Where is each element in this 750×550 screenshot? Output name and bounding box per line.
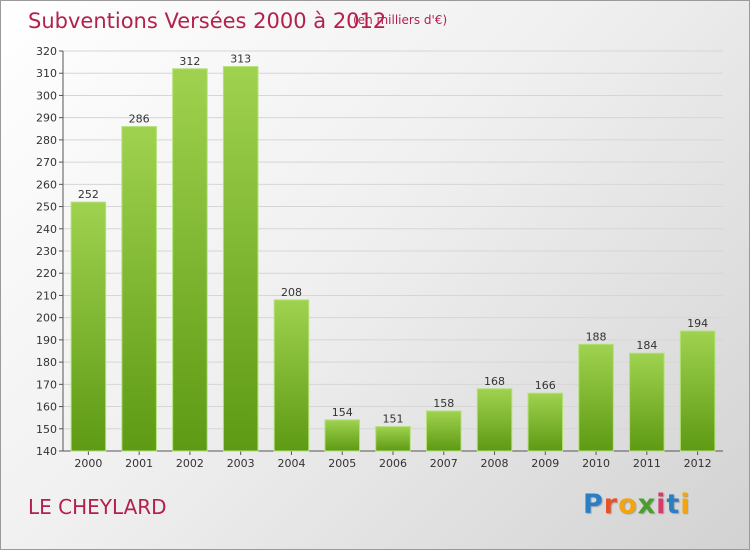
logo-letter: x xyxy=(637,489,657,520)
y-tick-label: 230 xyxy=(36,245,57,258)
x-tick-label: 2008 xyxy=(481,457,509,470)
bar xyxy=(476,388,513,452)
bar xyxy=(629,352,665,452)
y-tick-label: 240 xyxy=(36,223,57,236)
y-tick-label: 260 xyxy=(36,178,57,191)
chart-title: Subventions Versées 2000 à 2012 xyxy=(28,9,387,33)
y-tick-label: 170 xyxy=(36,378,57,391)
bar xyxy=(679,330,716,452)
logo-letter: P xyxy=(583,489,604,520)
y-tick-labels: 140 150 160 170 180 190 200 210 220 230 240 250 260 2… xyxy=(36,45,57,458)
bar-value-label: 184 xyxy=(636,339,657,352)
bar-value-label: 168 xyxy=(484,375,505,388)
x-tick-label: 2011 xyxy=(633,457,661,470)
proxiti-logo: Proxiti xyxy=(583,489,691,520)
bar-value-label: 158 xyxy=(433,397,454,410)
y-tick-label: 220 xyxy=(36,267,57,280)
axes xyxy=(59,50,723,455)
chart-subtitle: (en milliers d'€) xyxy=(353,13,448,27)
y-tick-label: 320 xyxy=(36,45,57,58)
x-tick-label: 2007 xyxy=(430,457,458,470)
logo-letter: o xyxy=(618,489,638,520)
bar xyxy=(273,299,310,452)
x-tick-labels: 2000 2001 2002 2003 2004 2005 2006 2007 2008 2009… xyxy=(74,457,711,470)
x-tick-label: 2003 xyxy=(227,457,255,470)
x-tick-label: 2010 xyxy=(582,457,610,470)
y-tick-label: 300 xyxy=(36,89,57,102)
y-tick-label: 280 xyxy=(36,134,57,147)
y-tick-label: 270 xyxy=(36,156,57,169)
bar xyxy=(426,410,462,452)
x-tick-label: 2002 xyxy=(176,457,204,470)
y-tick-label: 180 xyxy=(36,356,57,369)
bars xyxy=(70,66,716,452)
x-tick-label: 2005 xyxy=(328,457,356,470)
y-tick-label: 210 xyxy=(36,289,57,302)
place-name: LE CHEYLARD xyxy=(28,495,167,519)
x-tick-label: 2004 xyxy=(277,457,305,470)
x-tick-label: 2012 xyxy=(684,457,712,470)
logo-letter: t xyxy=(666,489,681,520)
data-labels: 252 286 312 313 208 154 151 158 168 166 188 184 194 xyxy=(78,53,708,426)
x-tick-label: 2006 xyxy=(379,457,407,470)
bar-value-label: 151 xyxy=(383,413,404,426)
bar-value-label: 252 xyxy=(78,188,99,201)
y-tick-label: 140 xyxy=(36,445,57,458)
bar-value-label: 312 xyxy=(179,55,200,68)
bar xyxy=(121,126,157,452)
bar-value-label: 286 xyxy=(129,113,150,126)
bar-value-label: 194 xyxy=(687,317,708,330)
y-tick-label: 250 xyxy=(36,201,57,214)
bar xyxy=(578,343,614,452)
logo-letter: i xyxy=(656,489,667,520)
y-tick-label: 310 xyxy=(36,67,57,80)
logo-letter: i xyxy=(680,489,691,520)
bar-value-label: 208 xyxy=(281,286,302,299)
y-tick-label: 150 xyxy=(36,423,57,436)
x-tick-label: 2001 xyxy=(125,457,153,470)
bar xyxy=(222,66,259,452)
x-tick-label: 2009 xyxy=(531,457,559,470)
y-tick-label: 290 xyxy=(36,112,57,125)
y-tick-label: 200 xyxy=(36,312,57,325)
bar xyxy=(527,392,564,452)
grid-lines xyxy=(63,50,723,452)
bar xyxy=(70,201,107,452)
bar xyxy=(375,426,411,452)
bar-value-label: 313 xyxy=(230,53,251,66)
bar-value-label: 188 xyxy=(586,330,607,343)
x-tick-label: 2000 xyxy=(74,457,102,470)
bar xyxy=(172,68,208,452)
y-tick-label: 160 xyxy=(36,401,57,414)
bar xyxy=(324,419,360,452)
bar-value-label: 166 xyxy=(535,379,556,392)
y-tick-label: 190 xyxy=(36,334,57,347)
bar-value-label: 154 xyxy=(332,406,353,419)
logo-letter: r xyxy=(603,489,619,520)
